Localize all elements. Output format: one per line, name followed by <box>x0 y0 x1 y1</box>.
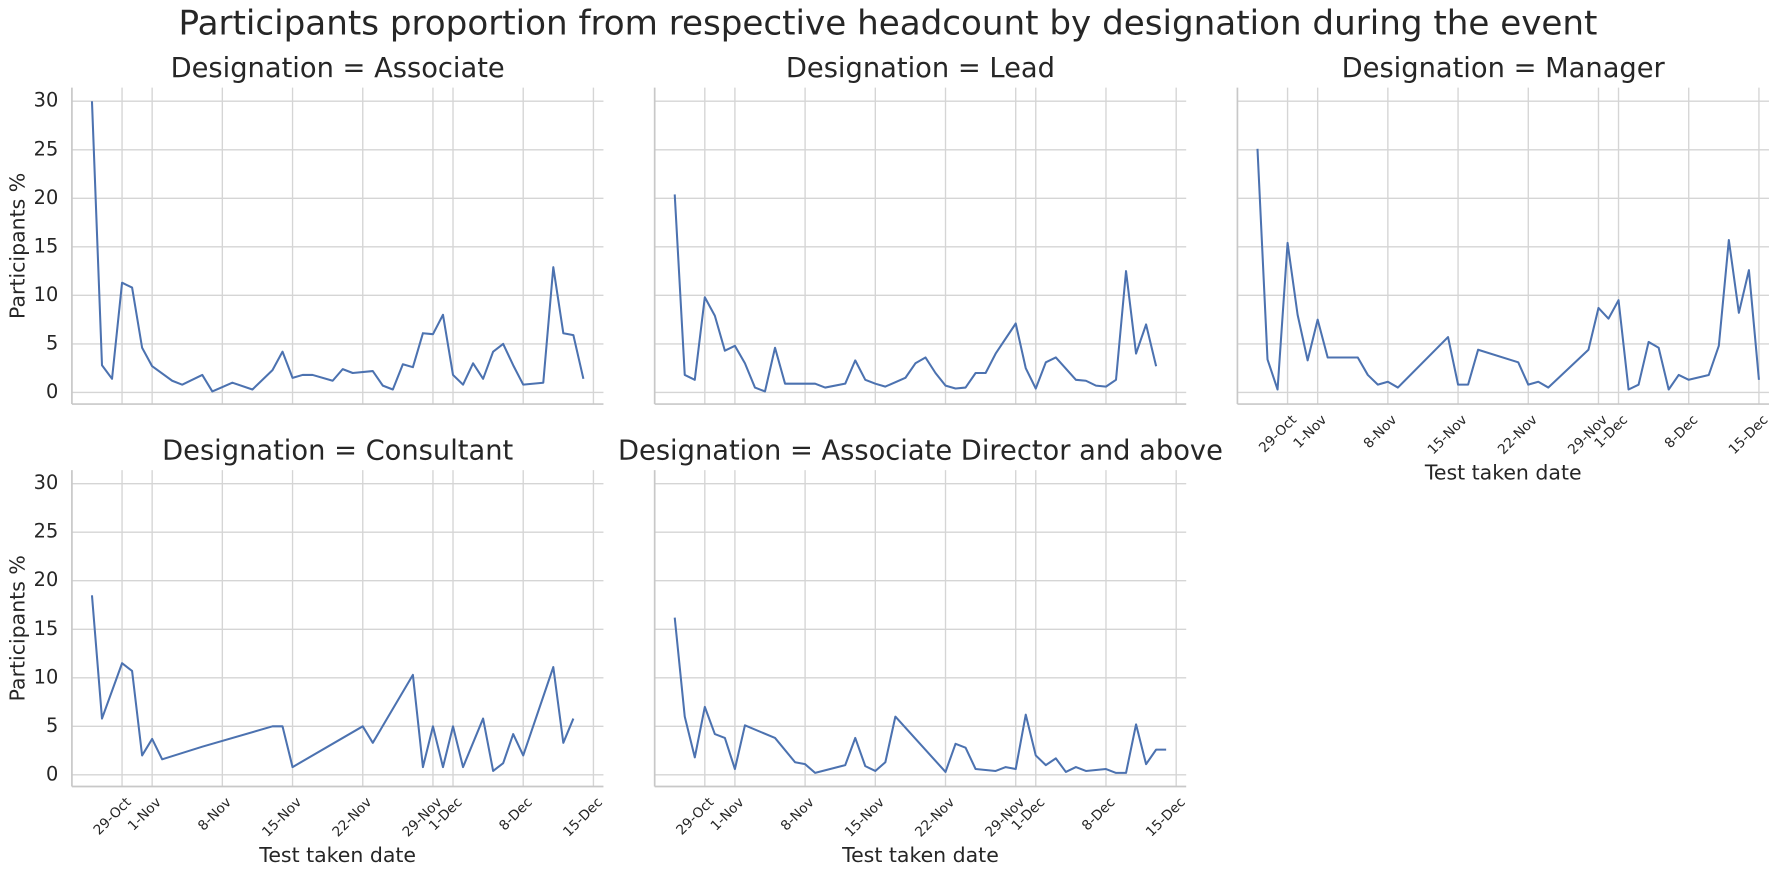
y-tick-label: 20 <box>34 568 59 591</box>
x-tick-label: 15-Dec <box>560 794 606 840</box>
y-tick-label: 30 <box>34 471 59 494</box>
data-line <box>90 595 575 772</box>
x-axis-label: Test taken date <box>841 843 999 867</box>
panel-title: Designation = Manager <box>1342 53 1666 84</box>
y-tick-label: 15 <box>34 617 59 640</box>
panel-title: Designation = Lead <box>786 53 1055 84</box>
y-tick-label: 0 <box>46 380 58 403</box>
x-tick-label: 8-Nov <box>195 794 235 834</box>
x-tick-label: 29-Oct <box>1256 412 1300 456</box>
x-tick-label: 15-Nov <box>842 794 888 840</box>
y-tick-label: 10 <box>34 665 59 688</box>
x-tick-label: 1-Nov <box>1290 412 1330 452</box>
y-tick-label: 20 <box>34 186 59 209</box>
y-tick-label: 25 <box>34 137 59 160</box>
x-tick-label: 22-Nov <box>329 794 375 840</box>
x-tick-label: 8-Nov <box>1361 412 1401 452</box>
y-tick-label: 0 <box>46 762 58 785</box>
x-tick-label: 1-Nov <box>125 794 165 834</box>
x-tick-label: 8-Nov <box>778 794 818 834</box>
data-line <box>1256 148 1760 391</box>
data-line <box>673 194 1158 393</box>
y-tick-label: 5 <box>46 331 58 354</box>
x-tick-label: 8-Dec <box>496 794 536 834</box>
x-axis-label: Test taken date <box>258 843 416 867</box>
x-tick-label: 29-Oct <box>91 794 135 838</box>
x-tick-label: 15-Dec <box>1143 794 1189 840</box>
x-tick-label: 8-Dec <box>1079 794 1119 834</box>
x-tick-label: 8-Dec <box>1662 412 1702 452</box>
panel-title: Designation = Associate Director and abo… <box>618 435 1223 466</box>
x-tick-label: 15-Dec <box>1726 412 1772 458</box>
x-tick-label: 1-Nov <box>708 794 748 834</box>
y-tick-label: 25 <box>34 520 59 543</box>
panel-title: Designation = Associate <box>171 53 505 84</box>
y-tick-label: 15 <box>34 234 59 257</box>
x-axis-label: Test taken date <box>1424 460 1582 484</box>
data-line <box>90 101 585 393</box>
y-axis-label: Participants % <box>5 555 29 701</box>
x-tick-label: 22-Nov <box>912 794 958 840</box>
x-tick-label: 15-Nov <box>1425 412 1471 458</box>
y-tick-label: 5 <box>46 714 58 737</box>
data-line <box>673 617 1167 774</box>
x-tick-label: 15-Nov <box>259 794 305 840</box>
y-tick-label: 10 <box>34 283 59 306</box>
x-tick-label: 22-Nov <box>1495 412 1541 458</box>
y-axis-label: Participants % <box>5 173 29 319</box>
y-tick-label: 30 <box>34 89 59 112</box>
panel-title: Designation = Consultant <box>162 435 513 466</box>
figure-title: Participants proportion from respective … <box>179 4 1598 44</box>
x-tick-label: 29-Oct <box>673 794 717 838</box>
